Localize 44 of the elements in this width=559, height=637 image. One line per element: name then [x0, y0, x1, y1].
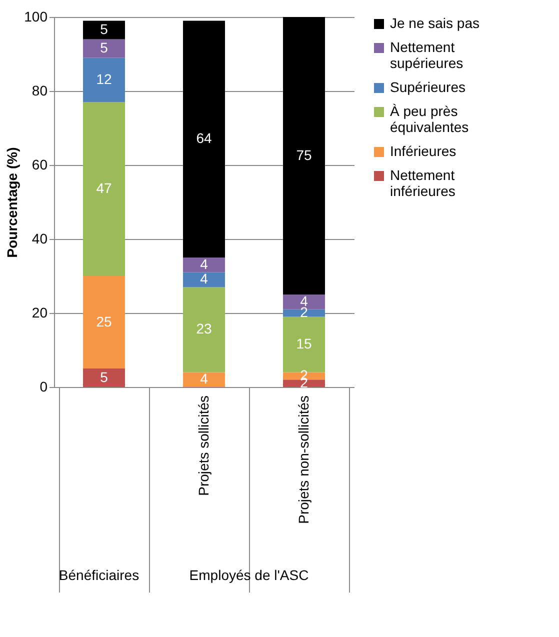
- y-axis-title: Pourcentage (%): [4, 147, 20, 258]
- text: Bénéficiaires: [58, 567, 140, 583]
- y-tick-label: 60: [32, 156, 48, 172]
- data-label: 12: [96, 70, 112, 87]
- bar: [83, 58, 125, 102]
- y-tick-label: 20: [32, 304, 48, 320]
- y-tick-label: 100: [24, 8, 48, 24]
- data-label: 25: [96, 313, 112, 330]
- legend-label: Je ne sais pas: [390, 15, 480, 31]
- y-tick-label: 80: [32, 82, 48, 98]
- bar: [83, 102, 125, 276]
- y-tick-label: 0: [40, 378, 48, 394]
- x-tick-label: Projets non-sollicités: [296, 396, 312, 524]
- bar: [183, 372, 225, 387]
- data-label: 5: [100, 20, 108, 37]
- bar: [183, 20, 225, 258]
- x-tick-label: Projets sollicités: [196, 396, 212, 496]
- legend-label: À peu près équivalentes: [390, 103, 469, 135]
- data-label: 15: [296, 335, 312, 352]
- bar: [183, 287, 225, 372]
- legend-label: Inférieures: [390, 143, 456, 159]
- bar: [183, 272, 225, 288]
- bar: [283, 380, 325, 387]
- data-label: 5: [100, 368, 108, 385]
- data-label: 47: [96, 180, 112, 196]
- text: Employés de l'ASC: [188, 567, 310, 583]
- data-label: 23: [196, 320, 212, 337]
- data-label: 4: [200, 370, 208, 387]
- y-tick-label: 40: [32, 230, 48, 246]
- bar: [83, 39, 125, 58]
- bar: [183, 258, 225, 272]
- bar: [83, 276, 125, 368]
- data-label: 4: [200, 270, 208, 287]
- data-label: 4: [200, 256, 208, 272]
- data-label: 5: [100, 39, 108, 56]
- data-label: 64: [196, 130, 212, 146]
- legend-label: Nettement inférieures: [390, 167, 456, 199]
- data-label: 2: [300, 304, 308, 320]
- legend-label: Nettement supérieures: [390, 39, 464, 71]
- bar: [83, 20, 125, 40]
- data-label: 75: [296, 146, 312, 163]
- bar: [83, 368, 125, 387]
- bar: [283, 17, 325, 294]
- legend-label: Supérieures: [390, 79, 466, 95]
